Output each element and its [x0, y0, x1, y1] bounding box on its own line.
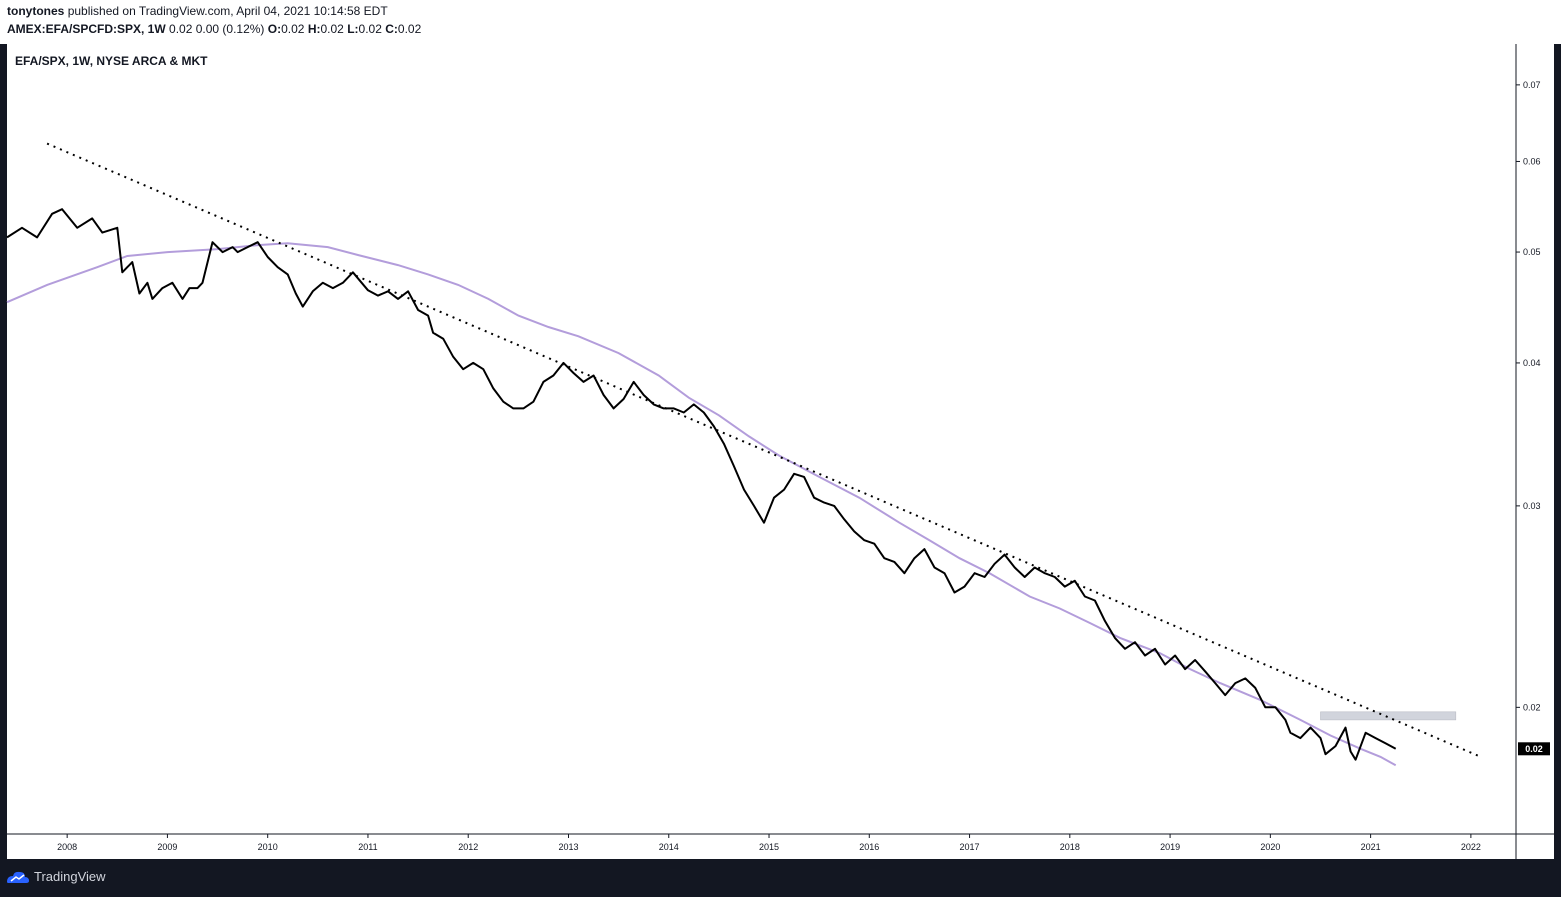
price-tick-label: 0.02 — [1523, 702, 1541, 712]
price-tick-label: 0.06 — [1523, 156, 1541, 166]
price-tick-label: 0.03 — [1523, 501, 1541, 511]
time-axis[interactable] — [7, 834, 1554, 859]
price-line[interactable] — [6, 208, 1397, 761]
price-tick-label: 0.07 — [1523, 80, 1541, 90]
time-tick-label: 2010 — [258, 842, 278, 852]
chart[interactable]: EFA/SPX, 1W, NYSE ARCA & MKT 0.070.060.0… — [0, 44, 1561, 859]
time-tick-label: 2009 — [157, 842, 177, 852]
moving-average-line[interactable] — [6, 242, 1397, 767]
publish-text: published on TradingView.com, April 04, … — [67, 4, 388, 18]
open-label: O: — [267, 22, 282, 36]
open-value: 0.02 — [281, 22, 305, 36]
time-tick-label: 2022 — [1461, 842, 1481, 852]
price-axis[interactable] — [1516, 44, 1554, 834]
time-tick-label: 2020 — [1260, 842, 1280, 852]
time-tick-label: 2016 — [859, 842, 879, 852]
time-tick-label: 2008 — [57, 842, 77, 852]
time-tick-label: 2015 — [759, 842, 779, 852]
symbol-label: AMEX:EFA/SPCFD:SPX, 1W — [7, 22, 166, 36]
high-label: H: — [307, 22, 321, 36]
footer — [0, 859, 1561, 897]
close-value: 0.02 — [397, 22, 422, 36]
ohlc-legend: AMEX:EFA/SPCFD:SPX, 1W 0.02 0.00 (0.12%)… — [7, 22, 421, 36]
tradingview-logo-icon — [7, 871, 29, 883]
change-value: 0.02 0.00 (0.12%) — [169, 22, 265, 36]
tradingview-brand-text: TradingView — [34, 869, 106, 884]
time-tick-label: 2011 — [358, 842, 377, 852]
chart-title: EFA/SPX, 1W, NYSE ARCA & MKT — [15, 54, 208, 68]
time-tick-label: 2013 — [558, 842, 578, 852]
last-price-badge: 0.02 — [1518, 742, 1550, 756]
time-ticks: 2008 2009 2010 2011 2012 2013 2014 2015 2016 2017… — [57, 834, 1481, 852]
price-tick-label: 0.04 — [1523, 358, 1541, 368]
price-tick-label: 0.05 — [1523, 247, 1541, 257]
close-label: C: — [385, 22, 398, 36]
publish-info: tonytones published on TradingView.com, … — [7, 4, 388, 18]
highlight-band[interactable] — [1320, 711, 1457, 721]
last-price-value: 0.02 — [1525, 744, 1543, 754]
time-tick-label: 2017 — [960, 842, 980, 852]
time-tick-label: 2021 — [1361, 842, 1381, 852]
time-tick-label: 2018 — [1060, 842, 1080, 852]
price-ticks: 0.07 0.06 0.05 0.04 0.03 0.02 — [1516, 80, 1541, 712]
tradingview-brand[interactable]: TradingView — [6, 869, 106, 884]
author-name[interactable]: tonytones — [7, 4, 65, 18]
time-tick-label: 2019 — [1160, 842, 1180, 852]
time-tick-label: 2014 — [659, 842, 679, 852]
low-value: 0.02 — [358, 22, 382, 36]
publish-header: tonytones published on TradingView.com, … — [0, 0, 1561, 44]
low-label: L: — [347, 22, 359, 36]
trendline[interactable] — [46, 142, 1482, 758]
high-value: 0.02 — [320, 22, 344, 36]
time-tick-label: 2012 — [458, 842, 478, 852]
